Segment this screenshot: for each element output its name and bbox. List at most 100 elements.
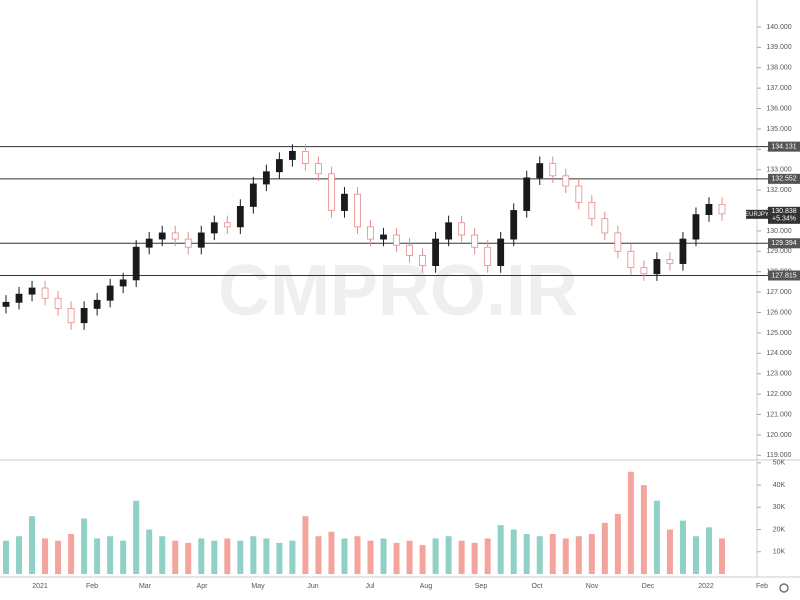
x-tick-label: Nov: [586, 583, 599, 590]
settings-gear[interactable]: [779, 583, 789, 593]
volume-bar: [211, 540, 218, 574]
volume-bar: [458, 540, 465, 574]
candle-body: [54, 297, 62, 309]
candle-body: [380, 234, 387, 240]
symbol-tag: [746, 209, 768, 219]
volume-bar: [198, 538, 205, 574]
volume-bar: [601, 522, 608, 574]
y-tick-label: 139.000: [766, 44, 791, 51]
candle-body: [132, 246, 140, 281]
volume-tick-label: 50K: [773, 460, 786, 467]
y-tick-label: 123.000: [766, 371, 791, 378]
candle-body: [367, 226, 374, 240]
candle-body: [249, 183, 257, 207]
volume-bar: [68, 534, 75, 574]
y-tick-label: 126.000: [766, 309, 791, 316]
level-label: 134.131: [771, 143, 796, 150]
volume-bar: [276, 542, 283, 574]
candle-body: [458, 222, 466, 236]
y-tick-label: 125.000: [766, 330, 791, 337]
volume-bar: [42, 538, 49, 574]
volume-bar: [471, 542, 478, 574]
volume-bar: [120, 540, 127, 574]
volume-bar: [614, 514, 621, 574]
candle-body: [223, 222, 231, 228]
y-tick-label: 140.000: [766, 24, 791, 31]
x-tick-label: Apr: [197, 583, 209, 590]
volume-bar: [107, 536, 114, 574]
candle-body: [341, 193, 348, 211]
candle-body: [28, 287, 36, 295]
candle-body: [2, 301, 10, 307]
x-tick-label: 2021: [32, 583, 48, 590]
candle-body: [184, 238, 192, 248]
x-tick-label: Jul: [366, 583, 375, 590]
x-tick-label: Sep: [475, 583, 488, 590]
candle-body: [315, 163, 322, 175]
volume-tick-label: 10K: [773, 549, 786, 556]
price-tag: [768, 206, 800, 224]
volume-bar: [263, 538, 270, 574]
y-tick-label: 136.000: [766, 105, 791, 112]
volume-bar: [16, 536, 23, 574]
volume-bar: [185, 542, 192, 574]
y-tick-label: 138.000: [766, 65, 791, 72]
candle-body: [601, 218, 609, 234]
x-tick-label: Aug: [420, 583, 433, 590]
candle-body: [432, 238, 440, 266]
volume-bar: [627, 471, 634, 574]
y-tick-label: 121.000: [766, 411, 791, 418]
volume-bar: [510, 529, 517, 574]
x-tick-label: Jun: [307, 583, 318, 590]
candle-body: [106, 285, 114, 301]
level-label: 127.815: [771, 272, 796, 279]
candle-body: [67, 308, 75, 324]
volume-bar: [367, 540, 374, 574]
volume-bar: [159, 536, 166, 574]
candle-body: [197, 232, 205, 248]
volume-bar: [445, 536, 452, 574]
volume-bar: [172, 540, 179, 574]
candle-body: [575, 185, 583, 203]
y-tick-label: 137.000: [766, 85, 791, 92]
candle-body: [640, 267, 648, 275]
candle-body: [275, 159, 283, 173]
candle-body: [210, 222, 218, 234]
volume-bar: [679, 520, 686, 574]
candle-body: [614, 232, 622, 252]
volume-bar: [575, 536, 582, 574]
candle-body: [705, 203, 713, 215]
settings-icon[interactable]: [779, 583, 789, 593]
volume-bar: [549, 534, 556, 574]
volume-bar: [705, 527, 712, 574]
last-price-label: 130.838: [771, 208, 796, 215]
volume-bar: [3, 540, 9, 574]
volume-bar: [224, 538, 231, 574]
volume-tick-label: 40K: [773, 482, 786, 489]
level-label: 129.394: [771, 240, 796, 247]
candle-body: [236, 206, 244, 228]
candle-body: [484, 246, 492, 266]
candle-body: [262, 171, 270, 185]
candle-body: [406, 244, 413, 256]
y-tick-label: 130.000: [766, 228, 791, 235]
candle-body: [666, 259, 674, 264]
watermark: CMPRO.IR: [218, 251, 578, 331]
x-tick-label: Oct: [532, 583, 543, 590]
volume-tick-label: 20K: [773, 526, 786, 533]
volume-bar: [562, 538, 569, 574]
volume-bar: [302, 516, 309, 574]
candle-body: [393, 234, 400, 246]
volume-bar: [315, 536, 322, 574]
symbol-label: EURJPY: [745, 212, 769, 218]
candle-body: [41, 287, 49, 299]
volume-bar: [55, 540, 62, 574]
candle-body: [718, 203, 726, 215]
volume-bar: [354, 536, 361, 574]
y-tick-label: 135.000: [766, 126, 791, 133]
candle-body: [471, 234, 479, 248]
volume-bar: [692, 536, 699, 574]
candle-body: [93, 299, 101, 309]
